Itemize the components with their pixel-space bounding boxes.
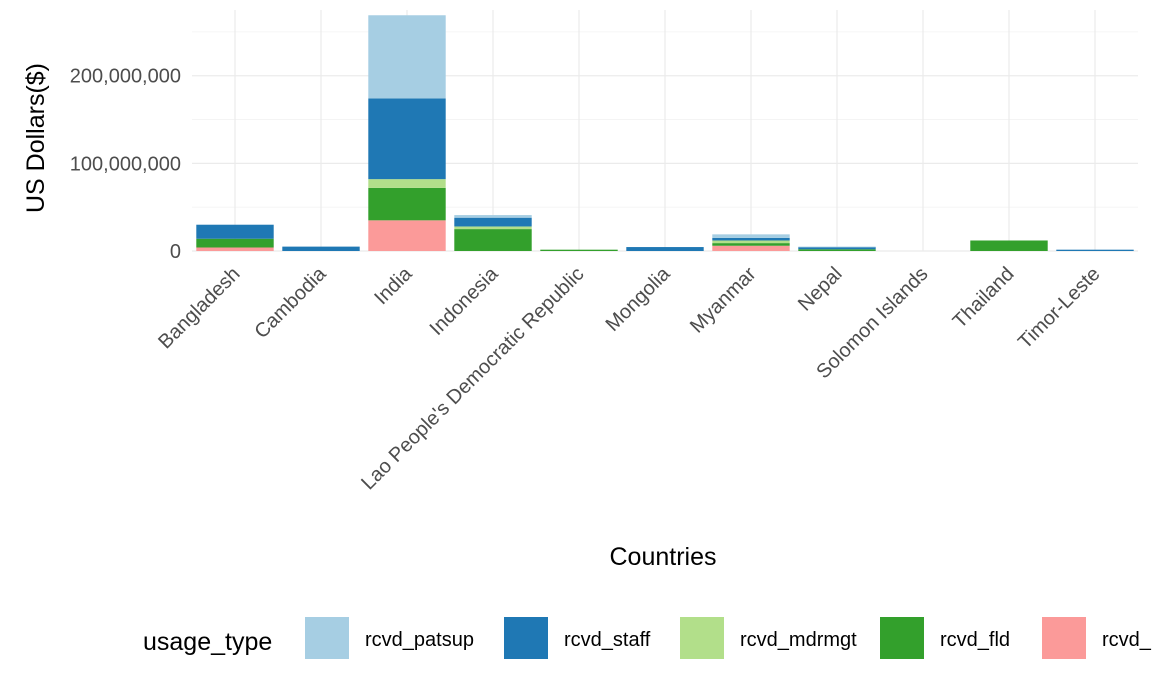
- x-tick-label: Cambodia: [251, 262, 332, 343]
- bar-segment: [454, 229, 532, 251]
- bar-segment: [454, 215, 532, 218]
- legend-label: rcvd_patsup: [365, 629, 474, 651]
- x-tick-label: Thailand: [949, 263, 1019, 333]
- y-axis-title: US Dollars($): [22, 63, 50, 213]
- legend-title: usage_type: [143, 628, 272, 656]
- bar-segment: [970, 240, 1048, 251]
- x-tick-label: Myanmar: [686, 263, 761, 338]
- legend-label: rcvd_: [1102, 629, 1152, 651]
- bars: [196, 15, 1134, 251]
- bar-segment: [454, 217, 532, 227]
- bar-segment: [798, 247, 876, 250]
- bar-segment: [712, 240, 790, 244]
- bar-segment: [712, 234, 790, 238]
- bar-segment: [798, 246, 876, 248]
- y-axis-ticks: 0 100,000,000 200,000,000: [70, 66, 181, 263]
- grid-lines: [192, 10, 1138, 252]
- x-tick-label: Bangladesh: [154, 263, 244, 353]
- bar-segment: [368, 187, 446, 221]
- bar-segment: [712, 237, 790, 241]
- x-tick-label: Nepal: [794, 263, 847, 316]
- x-tick-label: Timor-Leste: [1014, 263, 1104, 353]
- bar-segment: [798, 249, 876, 251]
- bar-segment: [282, 246, 360, 251]
- legend-key: [880, 617, 924, 659]
- bar-segment: [626, 247, 704, 251]
- x-tick-label: Indonesia: [426, 262, 504, 340]
- bar-segment: [712, 243, 790, 246]
- bar-segment: [368, 220, 446, 251]
- bar-segment: [368, 98, 446, 180]
- legend-label: rcvd_staff: [564, 629, 651, 651]
- bar-segment: [368, 179, 446, 188]
- x-tick-label: Mongolia: [602, 262, 676, 336]
- legend-key: [504, 617, 548, 659]
- bar-segment: [540, 249, 618, 251]
- bar-segment: [368, 15, 446, 99]
- bar-segment: [196, 238, 274, 248]
- bar-segment: [196, 247, 274, 251]
- legend-key: [305, 617, 349, 659]
- legend-key: [680, 617, 724, 659]
- legend-label: rcvd_fld: [940, 629, 1010, 651]
- bar-segment: [454, 226, 532, 230]
- bar-segment: [196, 224, 274, 239]
- legend: usage_type rcvd_patsup rcvd_staff rcvd_mdr…: [143, 617, 1152, 659]
- legend-label: rcvd_mdrmgt: [740, 629, 857, 651]
- x-tick-label: India: [370, 262, 417, 309]
- y-tick-label: 0: [170, 241, 181, 263]
- x-axis-title: Countries: [610, 543, 717, 571]
- y-tick-label: 200,000,000: [70, 66, 181, 88]
- y-tick-label: 100,000,000: [70, 153, 181, 175]
- bar-segment: [1056, 249, 1134, 251]
- bar-segment: [712, 245, 790, 251]
- legend-key: [1042, 617, 1086, 659]
